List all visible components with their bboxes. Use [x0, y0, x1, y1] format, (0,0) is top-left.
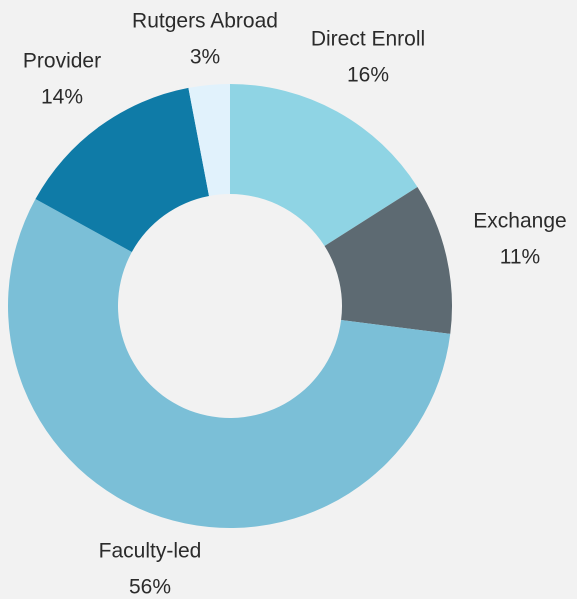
slice-label: Provider [23, 50, 101, 73]
slice-label: Exchange [473, 210, 566, 233]
slice-value: 16% [347, 64, 389, 87]
donut-slice [35, 87, 210, 253]
slice-value: 56% [129, 576, 171, 599]
slice-label: Direct Enroll [311, 28, 425, 51]
donut-slice [324, 187, 452, 334]
slice-label: Rutgers Abroad [132, 10, 278, 33]
slice-value: 3% [190, 46, 220, 69]
slice-value: 14% [41, 86, 83, 109]
slice-value: 11% [500, 246, 540, 269]
slice-label: Faculty-led [99, 540, 202, 563]
donut-slice [7, 199, 451, 528]
donut-slice [230, 84, 418, 246]
donut-slice [188, 84, 230, 196]
